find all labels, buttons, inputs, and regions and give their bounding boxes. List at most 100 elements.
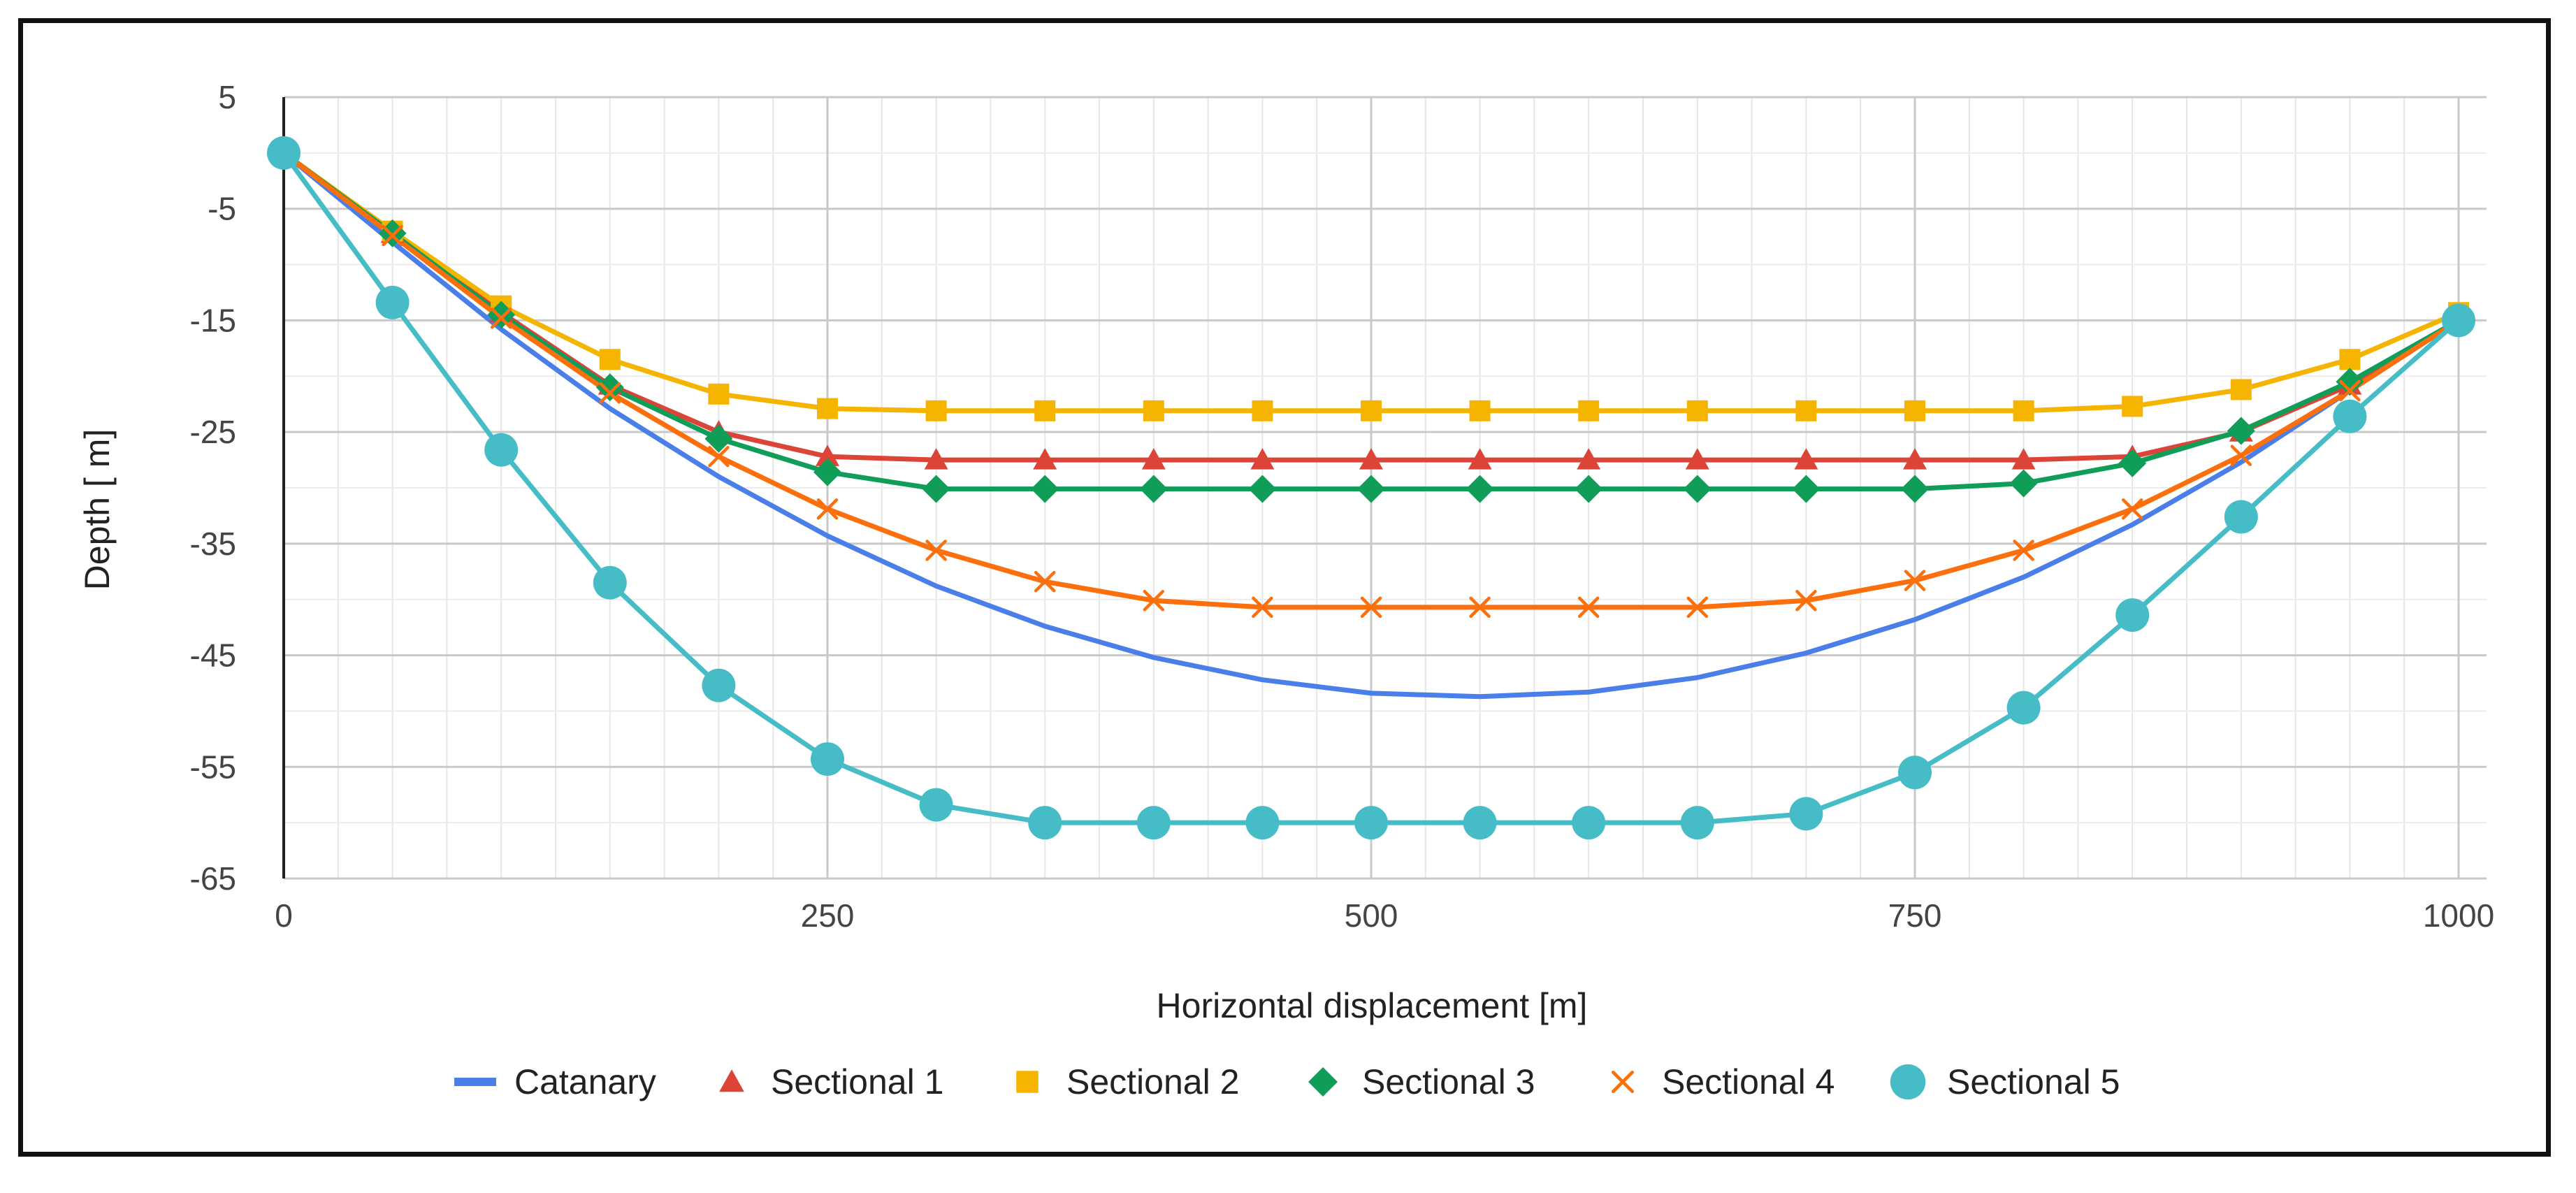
data-point-sectional-4 bbox=[925, 540, 947, 561]
data-point-sectional-4 bbox=[1686, 596, 1709, 619]
data-point-sectional-3 bbox=[2227, 417, 2255, 445]
legend-swatch-sectional-4 bbox=[1611, 1070, 1635, 1094]
data-point-sectional-5 bbox=[1680, 806, 1714, 840]
series-markers bbox=[267, 136, 2475, 840]
legend-item-sectional-1[interactable]: Sectional 1 bbox=[719, 1062, 943, 1101]
data-point-sectional-2 bbox=[2013, 400, 2034, 421]
data-point-sectional-1 bbox=[1141, 448, 1166, 470]
data-point-sectional-4 bbox=[816, 498, 839, 520]
legend-swatch-sectional-2 bbox=[1016, 1071, 1039, 1093]
data-point-sectional-3 bbox=[1575, 475, 1603, 503]
data-point-sectional-2 bbox=[1904, 400, 1925, 421]
y-tick-label: -15 bbox=[190, 302, 236, 338]
data-point-sectional-4 bbox=[708, 446, 730, 468]
data-point-sectional-5 bbox=[1789, 797, 1823, 831]
data-point-sectional-4 bbox=[2121, 498, 2143, 520]
data-point-sectional-5 bbox=[2115, 598, 2150, 632]
data-point-sectional-2 bbox=[2339, 349, 2361, 370]
y-tick-label: -45 bbox=[190, 637, 236, 674]
legend-swatch-sectional-1 bbox=[719, 1069, 744, 1092]
data-point-sectional-1 bbox=[1468, 448, 1492, 470]
data-point-sectional-2 bbox=[1034, 400, 1056, 421]
data-point-sectional-3 bbox=[1248, 475, 1277, 503]
data-point-sectional-3 bbox=[1683, 475, 1712, 503]
data-point-sectional-5 bbox=[1463, 806, 1497, 840]
data-point-sectional-4 bbox=[2230, 444, 2252, 466]
data-point-sectional-5 bbox=[919, 788, 953, 822]
data-point-sectional-2 bbox=[1143, 400, 1164, 421]
data-point-sectional-5 bbox=[267, 136, 301, 170]
data-point-sectional-3 bbox=[487, 301, 516, 329]
data-point-sectional-1 bbox=[924, 448, 948, 470]
data-point-sectional-5 bbox=[2224, 500, 2258, 534]
data-point-sectional-2 bbox=[1686, 400, 1708, 421]
y-tick-label: -5 bbox=[208, 191, 236, 227]
data-point-sectional-5 bbox=[2006, 691, 2041, 725]
data-point-sectional-5 bbox=[1898, 755, 1932, 790]
data-point-sectional-1 bbox=[816, 444, 839, 466]
data-point-sectional-4 bbox=[1469, 596, 1491, 619]
legend-item-sectional-3[interactable]: Sectional 3 bbox=[1308, 1062, 1535, 1101]
legend-label-sectional-1: Sectional 1 bbox=[771, 1062, 943, 1101]
y-tick-label: -55 bbox=[190, 749, 236, 785]
data-point-sectional-1 bbox=[2011, 448, 2036, 470]
data-point-sectional-2 bbox=[1469, 400, 1491, 421]
x-axis-title: Horizontal displacement [m] bbox=[1157, 986, 1588, 1025]
y-axis-title: Depth [ m] bbox=[78, 429, 117, 591]
data-point-sectional-4 bbox=[1034, 570, 1056, 593]
data-point-sectional-1 bbox=[1577, 448, 1601, 470]
data-point-sectional-3 bbox=[2336, 368, 2364, 396]
data-point-sectional-3 bbox=[1139, 475, 1168, 503]
data-point-sectional-3 bbox=[813, 458, 841, 486]
legend-item-sectional-5[interactable]: Sectional 5 bbox=[1890, 1062, 2120, 1101]
data-point-sectional-3 bbox=[1466, 475, 1494, 503]
data-point-sectional-3 bbox=[2118, 449, 2147, 477]
data-point-sectional-5 bbox=[593, 565, 627, 600]
data-point-sectional-4 bbox=[1360, 596, 1382, 619]
legend-swatch-sectional-5 bbox=[1890, 1064, 1926, 1100]
data-point-sectional-1 bbox=[1903, 448, 1927, 470]
data-point-sectional-2 bbox=[1361, 400, 1382, 421]
data-point-sectional-5 bbox=[1136, 806, 1171, 840]
data-point-sectional-2 bbox=[2230, 379, 2252, 400]
x-tick-label: 0 bbox=[275, 897, 293, 934]
data-point-sectional-4 bbox=[1143, 590, 1165, 612]
legend-swatch-catanary bbox=[454, 1078, 496, 1086]
data-point-sectional-4 bbox=[1904, 570, 1926, 591]
data-point-sectional-3 bbox=[595, 373, 624, 402]
data-point-sectional-3 bbox=[1792, 475, 1821, 503]
data-point-sectional-4 bbox=[599, 382, 621, 404]
data-point-sectional-5 bbox=[1572, 806, 1606, 840]
x-tick-labels: 0 250 500 750 1000 bbox=[275, 897, 2494, 934]
legend-swatch-sectional-3 bbox=[1308, 1067, 1338, 1097]
data-point-sectional-4 bbox=[1577, 596, 1600, 619]
data-point-sectional-3 bbox=[704, 424, 733, 453]
x-tick-label: 250 bbox=[801, 897, 855, 934]
data-point-sectional-1 bbox=[1794, 448, 1818, 470]
data-point-sectional-5 bbox=[2442, 303, 2475, 338]
legend-label-sectional-4: Sectional 4 bbox=[1662, 1062, 1835, 1101]
y-tick-label: -35 bbox=[190, 526, 236, 562]
data-point-sectional-2 bbox=[925, 400, 947, 421]
legend-item-catanary[interactable]: Catanary bbox=[454, 1062, 656, 1101]
data-point-sectional-5 bbox=[702, 668, 736, 702]
legend-item-sectional-2[interactable]: Sectional 2 bbox=[1016, 1062, 1239, 1101]
legend-item-sectional-4[interactable]: Sectional 4 bbox=[1611, 1062, 1835, 1101]
data-point-sectional-3 bbox=[378, 219, 407, 247]
data-point-sectional-3 bbox=[1357, 475, 1385, 503]
data-point-sectional-3 bbox=[2009, 469, 2038, 498]
data-point-sectional-2 bbox=[817, 398, 838, 419]
series-line-catanary bbox=[281, 150, 2461, 700]
data-point-sectional-2 bbox=[1795, 400, 1817, 421]
data-point-sectional-4 bbox=[1252, 596, 1273, 619]
data-point-sectional-2 bbox=[1578, 400, 1600, 421]
data-point-sectional-5 bbox=[1245, 806, 1280, 840]
data-point-sectional-2 bbox=[2122, 396, 2143, 417]
legend[interactable]: Catanary Sectional 1 Sectional 2 Sectional … bbox=[454, 1062, 2120, 1101]
x-tick-label: 1000 bbox=[2423, 897, 2494, 934]
data-point-sectional-5 bbox=[375, 285, 410, 319]
data-point-sectional-4 bbox=[1795, 590, 1817, 612]
data-point-sectional-1 bbox=[1033, 448, 1057, 470]
data-point-sectional-1 bbox=[1359, 448, 1383, 470]
data-point-sectional-2 bbox=[599, 349, 621, 370]
